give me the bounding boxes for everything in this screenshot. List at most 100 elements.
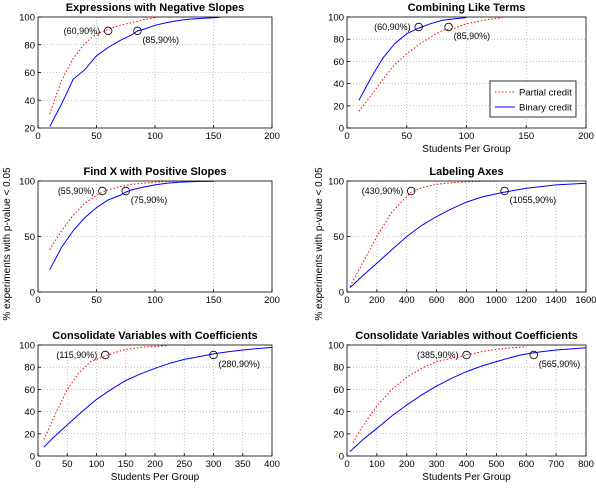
x-tick-label: 150 [118, 459, 134, 470]
marker-90pct [121, 186, 130, 196]
y-tick-label: 0 [30, 288, 35, 299]
chart-title: Labeling Axes [429, 166, 503, 178]
series-line-binary-credit [349, 347, 587, 452]
x-tick-label: 200 [369, 295, 385, 306]
x-tick-label: 200 [264, 295, 280, 306]
x-tick-label: 50 [62, 459, 73, 470]
y-tick-label: 80 [333, 363, 344, 374]
x-tick-label: 500 [488, 459, 504, 470]
x-axis-label: Students Per Group [111, 472, 200, 483]
y-tick-label: 80 [333, 35, 344, 46]
marker-label: (430,90%) [362, 186, 404, 196]
x-tick-label: 600 [429, 295, 445, 306]
x-tick-label: 100 [147, 295, 163, 306]
y-tick-label: 100 [328, 341, 344, 352]
y-tick-label: 40 [24, 407, 35, 418]
marker-90pct [444, 22, 453, 32]
shared-y-axis-label: % experiments with p-value < 0.05 [314, 167, 325, 321]
y-tick-label: 100 [328, 13, 344, 24]
x-tick-label: 300 [429, 459, 445, 470]
y-tick-label: 100 [328, 177, 344, 188]
series-line-partial-credit [49, 17, 156, 115]
y-tick-label: 80 [24, 40, 35, 51]
y-tick-label: 40 [24, 96, 35, 107]
series-line-partial-credit [349, 180, 497, 287]
marker-label: (565,90%) [539, 359, 581, 369]
x-tick-label: 150 [206, 295, 222, 306]
legend-label: Binary credit [519, 103, 572, 114]
marker-90pct [209, 350, 218, 360]
series-line-partial-credit [358, 17, 503, 112]
y-tick-label: 50 [24, 232, 35, 243]
x-axis-label: Students Per Group [422, 472, 511, 483]
series-line-binary-credit [49, 16, 220, 127]
x-tick-label: 50 [91, 131, 102, 142]
marker-90pct [407, 186, 416, 196]
series-line-partial-credit [49, 180, 179, 251]
marker-label: (85,90%) [454, 31, 491, 41]
x-tick-label: 0 [344, 295, 349, 306]
y-tick-label: 40 [333, 79, 344, 90]
shared-y-axis-label-left: % experiments with p-value < 0.05 [2, 167, 13, 321]
marker-90pct [462, 350, 471, 360]
marker-label: (280,90%) [219, 359, 261, 369]
x-tick-label: 200 [264, 131, 280, 142]
chart-title: Find X with Positive Slopes [83, 166, 226, 178]
chart-title: Consolidate Variables with Coefficients [52, 330, 257, 342]
x-tick-label: 100 [147, 131, 163, 142]
x-tick-label: 1200 [516, 295, 537, 306]
y-tick-label: 0 [339, 452, 344, 463]
marker-90pct [500, 186, 509, 196]
x-tick-label: 100 [369, 459, 385, 470]
x-tick-label: 800 [459, 295, 475, 306]
marker-90pct [101, 350, 110, 360]
x-tick-label: 150 [518, 131, 534, 142]
x-tick-label: 0 [344, 459, 349, 470]
marker-label: (60,90%) [64, 26, 101, 36]
x-tick-label: 100 [459, 131, 475, 142]
legend-box [489, 80, 577, 118]
x-tick-label: 400 [264, 459, 280, 470]
x-tick-label: 800 [578, 459, 594, 470]
marker-label: (75,90%) [131, 195, 168, 205]
y-tick-label: 60 [333, 385, 344, 396]
y-tick-label: 100 [19, 341, 35, 352]
x-tick-label: 100 [89, 459, 105, 470]
x-tick-label: 300 [206, 459, 222, 470]
chart-title: Consolidate Variables without Coefficien… [355, 330, 577, 342]
y-tick-label: 100 [19, 177, 35, 188]
x-tick-label: 0 [344, 131, 349, 142]
marker-90pct [103, 26, 113, 36]
x-tick-label: 0 [35, 131, 40, 142]
x-tick-label: 250 [176, 459, 192, 470]
x-tick-label: 0 [35, 295, 40, 306]
marker-label: (60,90%) [374, 22, 411, 32]
x-tick-label: 200 [578, 131, 594, 142]
x-tick-label: 400 [459, 459, 475, 470]
marker-label: (55,90%) [58, 186, 95, 196]
series-line-binary-credit [49, 180, 214, 271]
y-tick-label: 80 [24, 363, 35, 374]
x-axis-label: Students Per Group [422, 144, 511, 155]
x-tick-label: 350 [235, 459, 251, 470]
series-line-partial-credit [352, 346, 527, 443]
series-line-binary-credit [349, 182, 587, 288]
series-line-binary-credit [358, 17, 467, 101]
marker-label: (115,90%) [56, 350, 97, 360]
y-tick-label: 0 [339, 124, 344, 135]
x-tick-label: 50 [401, 131, 412, 142]
y-tick-label: 60 [24, 68, 35, 79]
marker-90pct [98, 186, 107, 196]
series-line-binary-credit [43, 346, 273, 448]
y-tick-label: 20 [333, 101, 344, 112]
x-tick-label: 600 [518, 459, 534, 470]
x-tick-label: 400 [399, 295, 415, 306]
chart-title: Expressions with Negative Slopes [66, 2, 245, 14]
y-tick-label: 20 [333, 429, 344, 440]
y-tick-label: 0 [30, 452, 35, 463]
y-tick-label: 20 [24, 429, 35, 440]
y-tick-label: 40 [333, 407, 344, 418]
x-tick-label: 1400 [546, 295, 567, 306]
marker-label: (85,90%) [142, 35, 179, 45]
